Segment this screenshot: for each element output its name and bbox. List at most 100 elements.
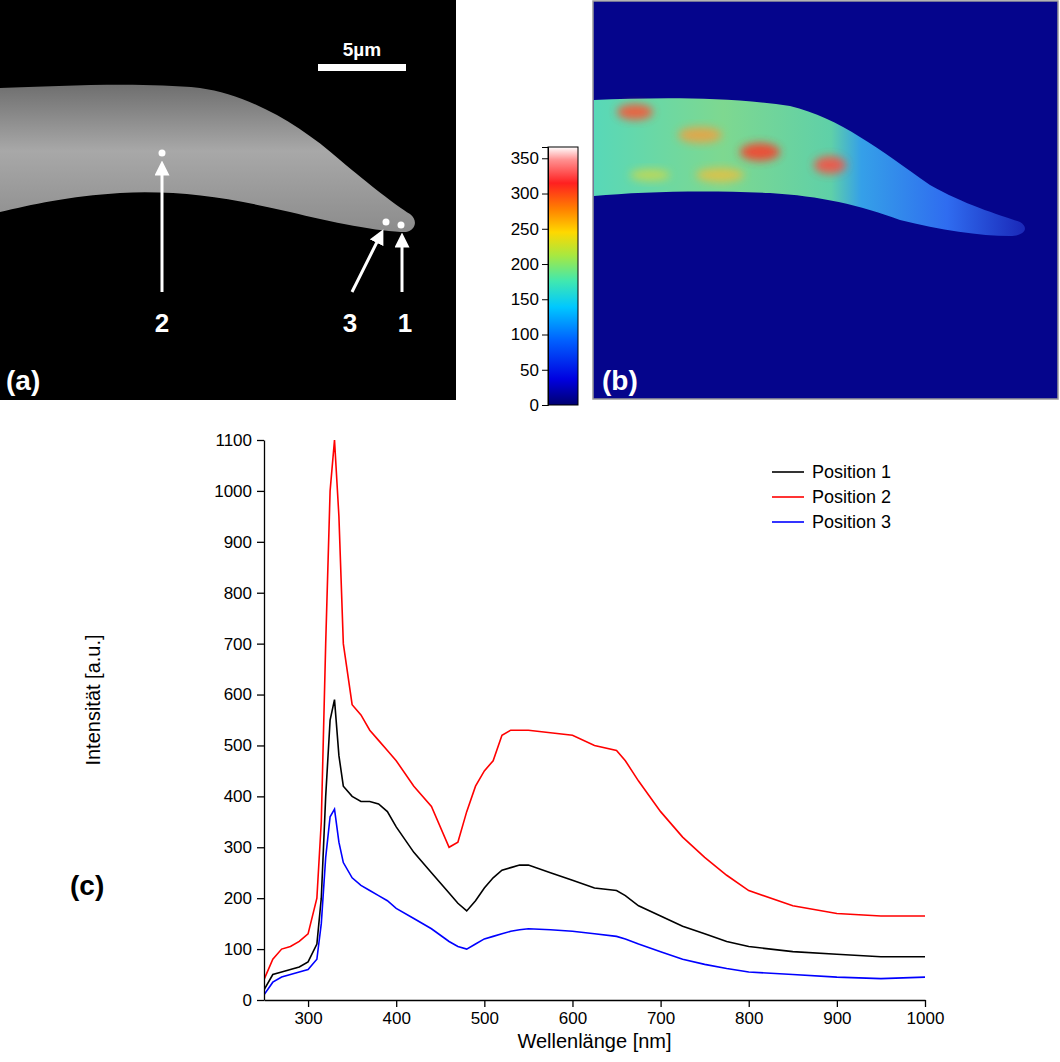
colorbar-tick: 100 [511,325,548,344]
plot-marks [264,440,925,995]
colorbar-axis-line [542,148,549,406]
x-axis-tick-mark [837,1000,838,1007]
y-axis-tick-label: 500 [224,736,252,755]
colorbar-tick-label: 50 [520,361,539,380]
cl-hotspot [696,168,744,182]
x-axis-tick: 900 [823,1000,851,1028]
colorbar-tick: 250 [511,220,548,239]
colorbar-tick-mark [542,229,548,230]
y-axis-tick-mark [257,898,264,899]
cl-background [593,1,1058,399]
y-axis-tick-label: 300 [224,838,252,857]
y-axis-tick: 400 [224,787,264,806]
y-axis-tick: 700 [224,635,264,654]
x-axis-line [265,1000,926,1001]
x-axis-tick-label: 300 [294,1009,322,1028]
colorbar-tick-mark [542,158,548,159]
x-axis-tick-mark [925,1000,926,1007]
cl-hotspot [630,169,670,181]
cl-fiber [594,98,1025,236]
colorbar-tick-label: 200 [511,255,539,274]
position-label: 2 [155,308,169,338]
position-arrow [161,168,164,292]
position-arrow [352,236,380,292]
panel-label: (c) [70,870,104,901]
colorbar-tick-label: 300 [511,184,539,203]
x-axis-tick: 700 [647,1000,675,1028]
y-axis-tick: 300 [224,838,264,857]
cl-hotspot [617,104,653,120]
y-axis-tick-label: 400 [224,787,252,806]
x-axis-tick-label: 900 [823,1009,851,1028]
x-axis-tick-mark [396,1000,397,1007]
series-line [264,809,925,995]
colorbar-tick: 350 [511,149,548,168]
colorbar-axis: 0 50 100 150 200 250 300 350 [511,148,549,415]
x-axis-tick-label: 400 [383,1009,411,1028]
x-axis-tick: 600 [559,1000,587,1028]
y-axis-tick: 900 [224,533,264,552]
colorbar-tick: 0 [530,396,548,415]
y-axis-tick: 500 [224,736,264,755]
colorbar-tick: 50 [520,361,548,380]
position-arrow [401,240,404,292]
legend-swatch [772,496,804,498]
y-axis-tick: 1000 [214,482,264,501]
sem-background [0,0,456,400]
position-dot [159,150,166,157]
series-line [264,440,925,980]
x-axis: 300 400 500 600 700 800 900 1000 [265,1000,945,1028]
y-axis-tick-mark [257,694,264,695]
x-axis-tick-mark [749,1000,750,1007]
y-axis-tick: 1100 [215,431,264,450]
y-axis-tick-label: 900 [224,533,252,552]
sem-fiber [0,85,415,232]
x-axis-tick-label: 500 [471,1009,499,1028]
y-axis-tick-mark [257,542,264,543]
y-axis-tick-mark [257,796,264,797]
legend-swatch [772,521,804,523]
y-axis-tick: 0 [243,991,264,1010]
panel-a: 5µm123(a) [0,0,456,400]
y-axis-tick: 600 [224,685,264,704]
y-axis-tick-mark [257,847,264,848]
colorbar [548,147,578,405]
scale-bar-label: 5µm [343,39,381,60]
y-axis-tick-label: 1100 [215,431,252,450]
y-axis-tick: 200 [224,889,264,908]
colorbar-tick-label: 150 [511,290,539,309]
x-axis-tick-label: 1000 [907,1009,945,1028]
cl-hotspot [740,143,780,161]
y-axis-tick: 800 [224,584,264,603]
y-axis-tick-mark [257,593,264,594]
x-axis-tick-label: 700 [647,1009,675,1028]
x-axis-tick-mark [660,1000,661,1007]
y-axis-tick-mark [257,949,264,950]
x-axis-title: Wellenlänge [nm] [517,1030,671,1052]
legend-label: Position 1 [812,462,891,482]
panel-label: (b) [602,365,638,396]
colorbar-tick-label: 250 [511,220,539,239]
y-axis-tick-label: 800 [224,584,252,603]
colorbar-tick-label: 350 [511,149,539,168]
series-line [264,700,925,990]
x-axis-tick-mark [484,1000,485,1007]
x-axis-tick: 800 [735,1000,763,1028]
y-axis-tick-mark [257,643,264,644]
y-axis-tick-label: 1000 [214,482,252,501]
colorbar-tick-mark [542,194,548,195]
colorbar-tick-mark [542,405,548,406]
colorbar-tick-mark [542,264,548,265]
y-axis-tick-label: 700 [224,635,252,654]
y-axis-tick-label: 0 [243,991,252,1010]
legend-label: Position 2 [812,487,891,507]
y-axis-line [264,441,265,1001]
panel-b: (b) 0 50 100 150 200 250 300 350 [511,1,1058,415]
legend-swatch [772,471,804,473]
y-axis-tick-mark [257,745,264,746]
x-axis-tick-mark [572,1000,573,1007]
colorbar-tick: 300 [511,184,548,203]
legend-label: Position 3 [812,512,891,532]
colorbar-tick-mark [542,299,548,300]
position-label: 3 [343,308,357,338]
